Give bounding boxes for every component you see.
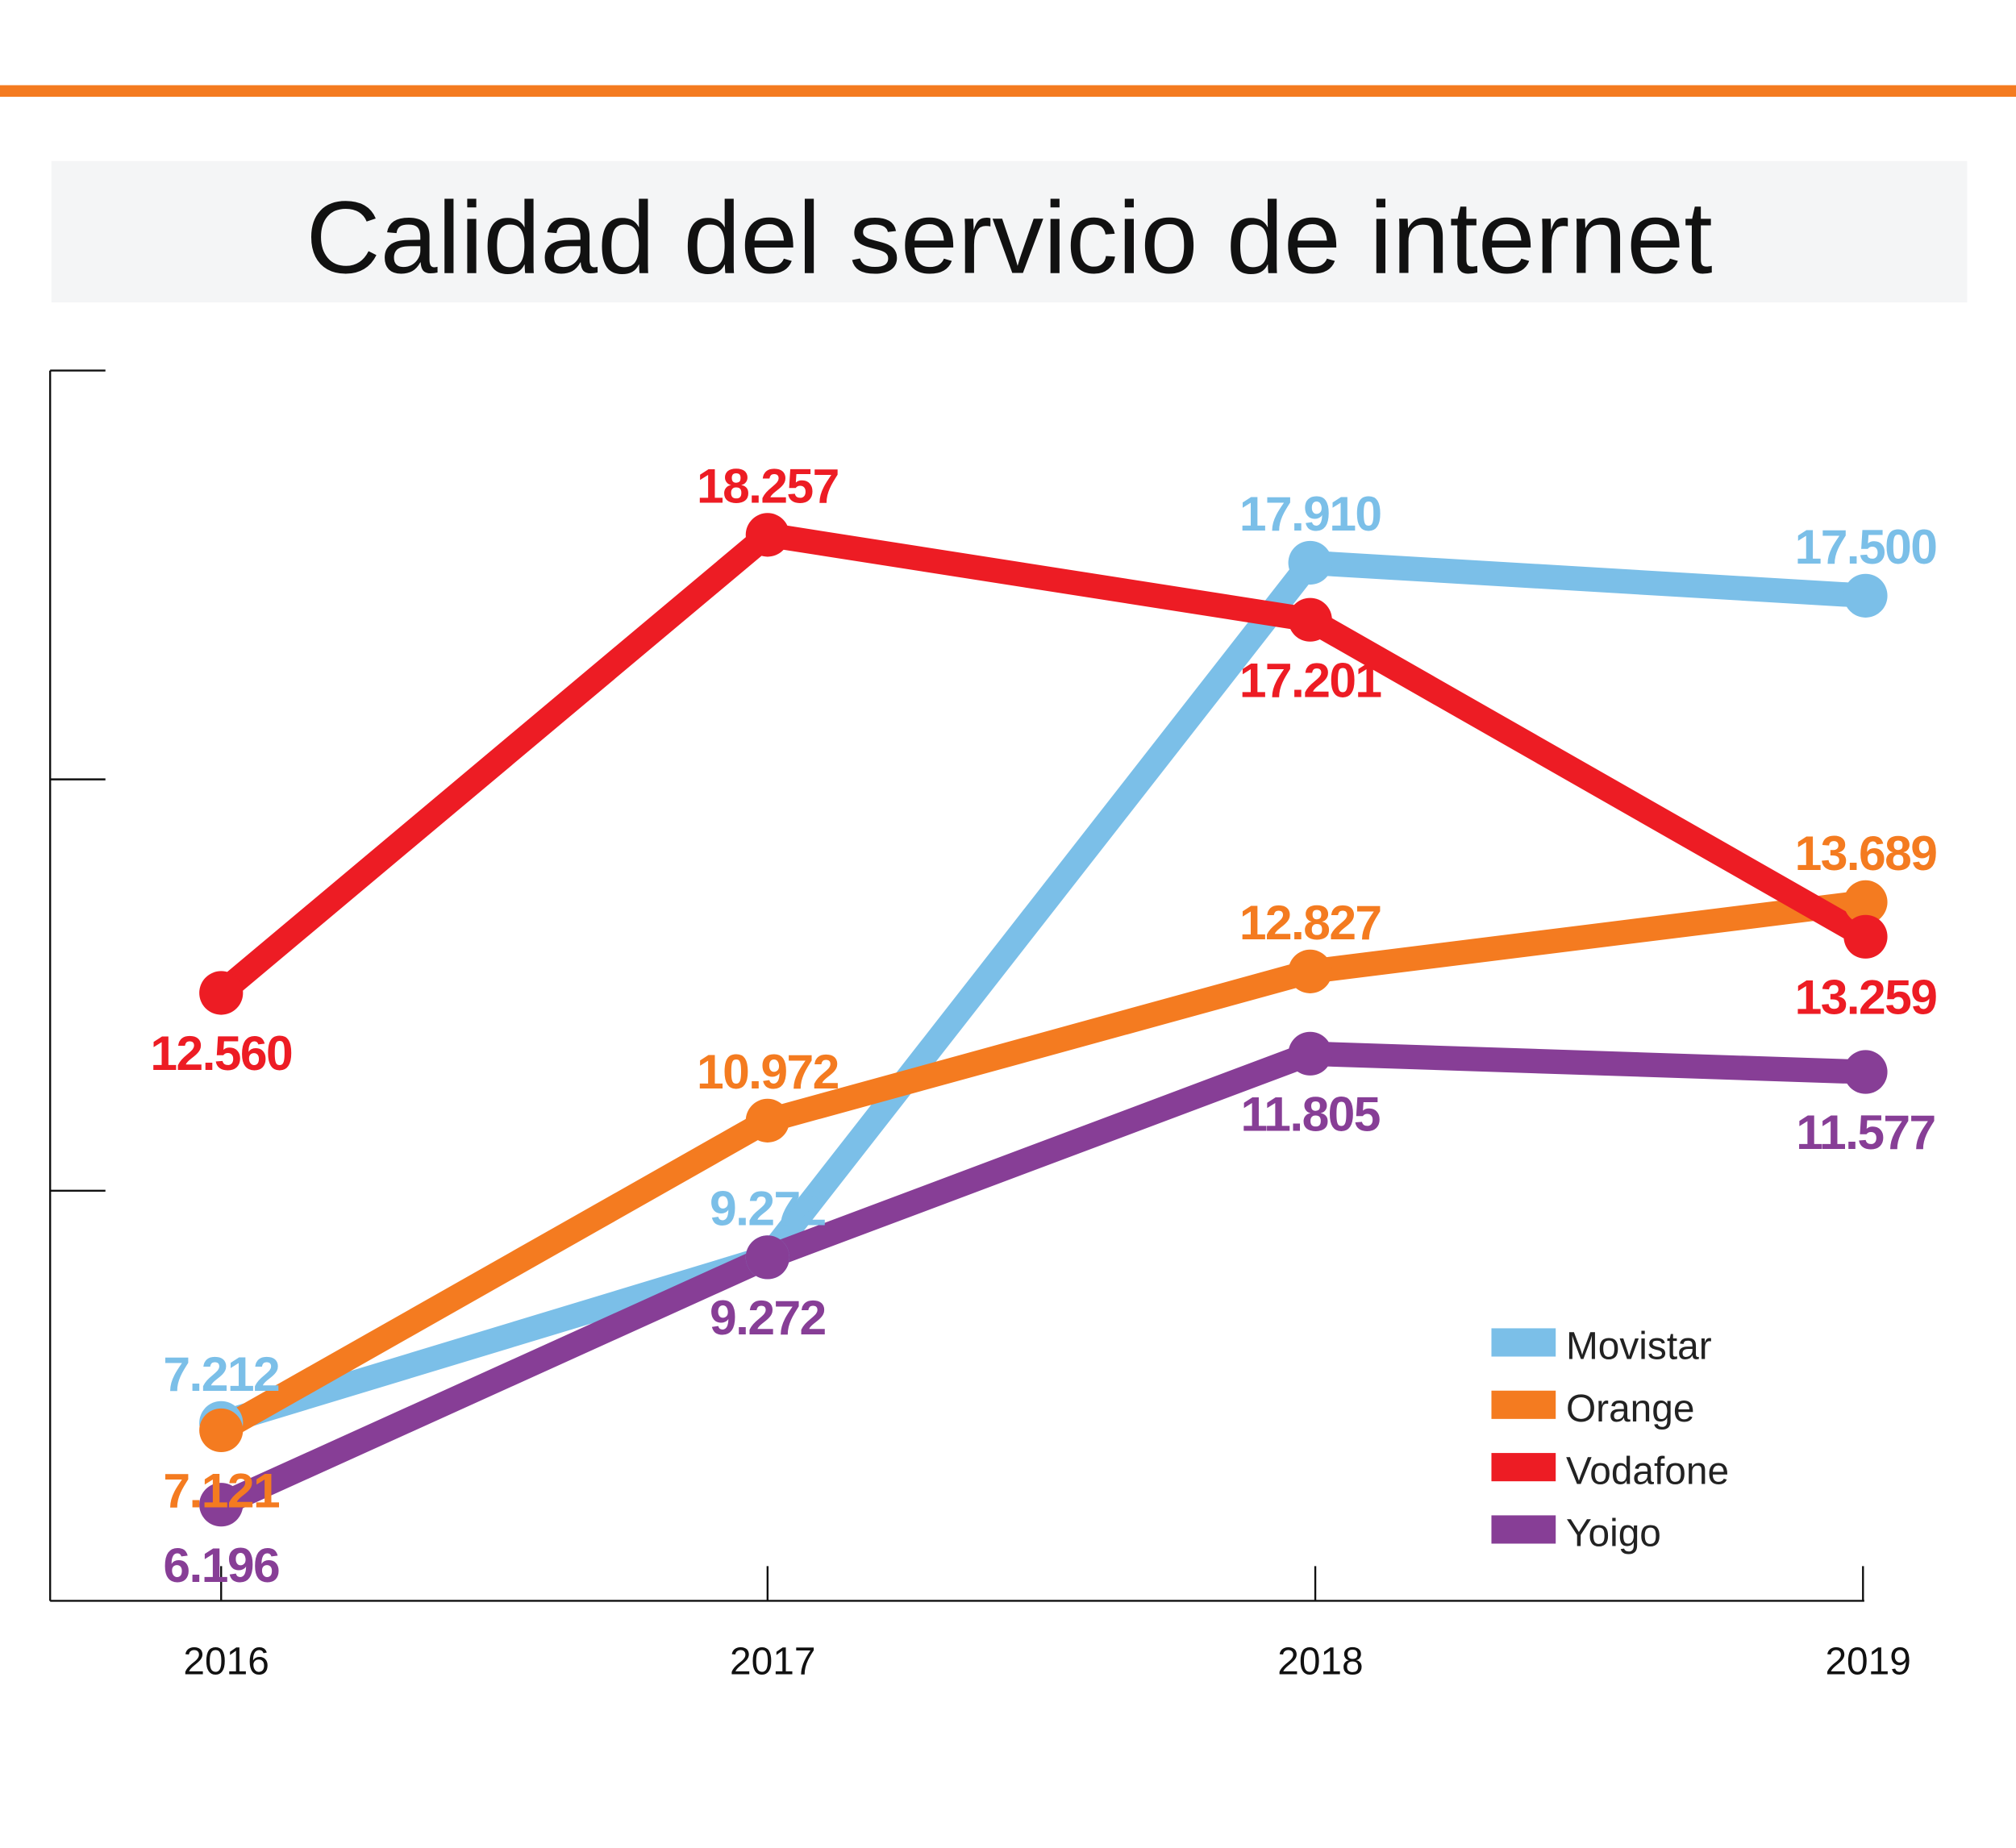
x-tick-label: 2016 — [183, 1640, 269, 1683]
legend-swatch — [1491, 1328, 1556, 1357]
data-point-vodafone — [199, 971, 244, 1015]
x-tick-label: 2019 — [1825, 1640, 1910, 1683]
data-point-yoigo — [199, 1483, 244, 1527]
data-label: 13.259 — [1795, 969, 1937, 1024]
legend-swatch — [1491, 1390, 1556, 1419]
series-line-yoigo — [215, 1041, 1866, 1516]
series-line-movistar — [217, 550, 1867, 1435]
data-point-orange — [1288, 949, 1332, 993]
data-point-orange — [745, 1098, 789, 1143]
data-label: 9.272 — [710, 1290, 826, 1345]
data-label: 7.121 — [163, 1463, 279, 1518]
data-point-movistar — [1843, 573, 1888, 618]
data-point-vodafone — [1843, 914, 1888, 959]
data-label: 13.689 — [1795, 826, 1937, 880]
data-point-vodafone — [1288, 597, 1332, 642]
data-point-movistar — [1288, 540, 1332, 585]
legend-label: Vodafone — [1566, 1450, 1729, 1492]
data-label: 12.560 — [150, 1026, 292, 1080]
data-label: 12.827 — [1239, 895, 1381, 950]
data-label: 18.257 — [697, 458, 839, 513]
data-label: 7.212 — [163, 1346, 279, 1401]
legend-label: Orange — [1566, 1388, 1695, 1430]
data-label: 11.577 — [1796, 1105, 1935, 1159]
data-label: 10.972 — [697, 1044, 839, 1099]
data-point-vodafone — [745, 513, 789, 557]
x-tick-label: 2017 — [730, 1640, 815, 1683]
accent-bar — [0, 85, 2016, 98]
x-tick-label: 2018 — [1277, 1640, 1363, 1683]
data-point-yoigo — [1843, 1050, 1888, 1094]
chart-title: Calidad del servicio de internet — [306, 181, 1713, 295]
data-point-orange — [1843, 880, 1888, 925]
data-point-yoigo — [1288, 1031, 1332, 1076]
series-line-vodafone — [213, 522, 1872, 1003]
legend-swatch — [1491, 1515, 1556, 1544]
series-line-orange — [215, 889, 1868, 1442]
data-label: 17.910 — [1239, 486, 1381, 541]
title-band — [51, 160, 1968, 303]
data-label: 17.500 — [1795, 519, 1937, 574]
data-label: 11.805 — [1240, 1086, 1379, 1141]
data-point-orange — [199, 1408, 244, 1453]
data-point-yoigo — [745, 1235, 789, 1280]
legend-swatch — [1491, 1453, 1556, 1482]
y-axis — [48, 369, 106, 1601]
legend-label: Movistar — [1566, 1326, 1712, 1368]
data-label: 17.201 — [1239, 652, 1381, 707]
data-label: 6.196 — [163, 1538, 279, 1592]
legend-label: Yoigo — [1566, 1513, 1661, 1555]
legend: Movistar Orange Vodafone Yoigo — [1491, 1326, 1729, 1555]
data-label: 9.272 — [710, 1181, 826, 1236]
